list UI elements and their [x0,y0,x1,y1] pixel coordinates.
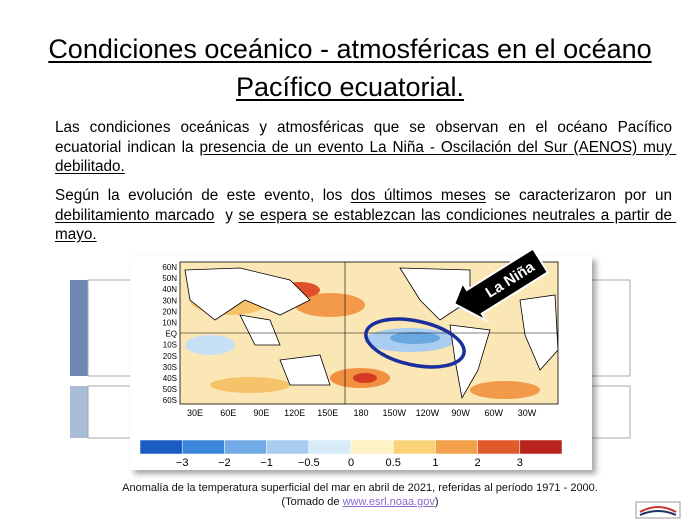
text-run: se espera se establezcan las condiciones… [55,206,677,244]
lat-label: 10S [163,341,177,350]
lat-label: 30N [162,296,177,305]
colorbar-label: 0.5 [386,457,401,469]
text-run: Según la evolución de este evento, los [55,187,351,204]
callout [452,247,550,324]
text-run: y [214,206,239,224]
source-link[interactable]: www.esrl.noaa.gov [342,496,435,508]
lon-label: 180 [353,408,368,418]
colorbar-block [435,439,478,455]
colorbar-label: 2 [475,457,481,469]
caption-suffix: ) [434,496,439,508]
lat-label: 20S [163,352,177,361]
lat-label: 40S [163,374,177,383]
lon-label: 120W [416,408,440,418]
lat-label: 10N [162,319,177,328]
text-run: Las condiciones oceánicas y atmosféricas… [55,119,677,156]
lat-label: 20N [162,307,177,316]
title: Condiciones oceánico - atmosféricas en e… [48,34,652,102]
colorbar-block [224,439,267,455]
lon-label: 60E [220,408,236,418]
lat-label: 50N [162,274,177,283]
lat-label: 60N [162,263,177,272]
lat-label: 60S [163,396,177,405]
colorbar-label: −1 [260,457,273,469]
colorbar-label: 0 [348,457,354,469]
paragraph: Las condiciones oceánicas y atmosféricas… [55,118,672,177]
text-run: debilitamiento marcado [55,206,215,224]
lat-label: 50S [163,385,177,394]
caption-line: Anomalía de la temperatura superficial d… [122,482,598,494]
lon-label: 90W [451,408,470,418]
logo [635,501,681,519]
colorbar-label: −0.5 [298,457,320,469]
colorbar-block [181,439,225,455]
colorbar-block [392,439,436,455]
colorbar-block [350,439,394,455]
caption-source: (Tomado de www.esrl.noaa.gov) [60,495,660,509]
colorbar-block [139,439,183,455]
decor-bar [70,280,88,376]
lat-label: EQ [165,330,177,339]
lon-label: 150E [317,408,338,418]
map-border [179,261,559,405]
decor-box [587,279,631,377]
colorbar-label: −2 [218,457,231,469]
lon-label: 30E [187,408,203,418]
decor-box [587,385,631,439]
paragraph: Según la evolución de este evento, los d… [55,186,672,245]
text-run: presencia de un evento La Niña - Oscilac… [55,138,677,176]
colorbar: −3 −2 −1 −0.5 0 0.5 1 2 3 [139,439,563,469]
lon-label: 150W [382,408,406,418]
colorbar-label: 1 [432,457,438,469]
caption-prefix: (Tomado de [281,496,343,508]
colorbar-label: 3 [517,457,523,469]
colorbar-block [519,439,563,455]
lat-label: 30S [163,363,177,372]
la-nina-ellipse [364,317,466,369]
lon-label: 120E [284,408,305,418]
sst-field [180,262,558,404]
text-run: dos últimos meses [350,187,486,204]
lon-label: 30W [518,408,537,418]
colorbar-block [477,439,521,455]
lon-label: 60W [485,408,504,418]
colorbar-block [266,439,310,455]
decor-bar [70,386,88,438]
colorbar-block [308,439,352,455]
colorbar-label: −3 [176,457,189,469]
lon-label: 90E [253,408,269,418]
caption: Anomalía de la temperatura superficial d… [60,481,660,509]
text-run: se caracterizaron por un [485,187,677,204]
lat-label: 40N [162,285,177,294]
